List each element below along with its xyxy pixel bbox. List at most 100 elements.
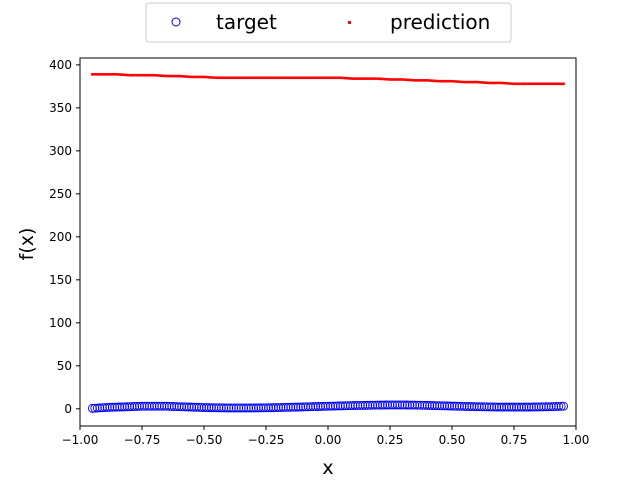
target-point xyxy=(276,403,286,412)
target-point xyxy=(117,402,127,412)
target-point xyxy=(316,401,326,411)
prediction-point xyxy=(282,76,285,80)
target-point xyxy=(435,401,445,411)
target-point xyxy=(340,401,350,411)
target-point xyxy=(459,401,469,411)
target-point xyxy=(360,400,370,410)
target-point xyxy=(335,401,345,411)
target-point xyxy=(464,402,474,411)
prediction-point xyxy=(212,76,216,79)
prediction-point xyxy=(120,73,124,76)
target-point xyxy=(509,402,519,412)
prediction-point xyxy=(160,74,164,78)
target-point xyxy=(402,400,412,410)
target-point xyxy=(440,401,450,411)
prediction-point xyxy=(438,79,441,83)
target-point xyxy=(350,401,360,410)
prediction-point xyxy=(510,82,513,85)
target-point xyxy=(422,400,432,410)
target-point xyxy=(375,400,385,410)
prediction-point xyxy=(430,79,434,82)
target-point xyxy=(140,401,149,411)
prediction-point xyxy=(252,76,255,80)
prediction-point xyxy=(93,73,97,76)
prediction-point xyxy=(254,76,258,80)
target-point xyxy=(405,400,415,410)
legend-target-marker xyxy=(171,17,181,27)
prediction-point xyxy=(537,82,541,86)
prediction-point xyxy=(170,74,174,78)
target-point xyxy=(100,403,110,412)
prediction-point xyxy=(210,76,213,79)
target-point xyxy=(410,400,420,410)
target-point xyxy=(135,401,144,411)
prediction-point xyxy=(215,76,218,80)
target-point xyxy=(288,402,298,412)
target-point xyxy=(519,402,529,412)
prediction-point xyxy=(383,77,387,81)
target-point xyxy=(526,402,536,412)
prediction-point xyxy=(542,82,546,86)
prediction-point xyxy=(500,81,503,85)
target-point xyxy=(338,401,348,411)
target-point xyxy=(177,402,187,412)
prediction-point xyxy=(158,74,161,77)
prediction-point xyxy=(150,73,154,77)
prediction-point xyxy=(101,73,104,76)
prediction-point xyxy=(440,79,444,83)
prediction-point xyxy=(220,76,223,80)
target-point xyxy=(216,403,226,413)
x-tick-label: 0.50 xyxy=(439,433,466,447)
prediction-point xyxy=(562,82,565,86)
target-point xyxy=(130,402,140,411)
prediction-point xyxy=(291,76,295,80)
target-point xyxy=(249,403,259,413)
prediction-point xyxy=(559,82,563,86)
prediction-point xyxy=(274,76,278,80)
prediction-point xyxy=(373,77,377,80)
target-point xyxy=(110,402,120,412)
target-point xyxy=(184,402,194,412)
target-point xyxy=(531,402,541,412)
target-point xyxy=(157,401,167,411)
prediction-point xyxy=(433,79,436,83)
prediction-point xyxy=(321,76,325,80)
prediction-point xyxy=(428,79,431,82)
target-point xyxy=(358,400,368,410)
target-point xyxy=(194,402,204,412)
prediction-point xyxy=(490,81,493,85)
target-point xyxy=(370,400,380,410)
target-point xyxy=(97,403,107,413)
prediction-point xyxy=(145,73,149,77)
prediction-point xyxy=(153,73,156,77)
target-point xyxy=(159,401,169,411)
target-point xyxy=(454,401,464,411)
prediction-point xyxy=(413,79,417,82)
target-point xyxy=(432,401,442,411)
target-point xyxy=(516,402,526,412)
target-point xyxy=(283,402,293,412)
target-point xyxy=(303,402,313,412)
target-point xyxy=(224,403,234,413)
prediction-point xyxy=(406,78,409,82)
y-tick-label: 0 xyxy=(64,402,72,416)
prediction-point xyxy=(420,79,424,82)
prediction-point xyxy=(148,73,151,77)
target-point xyxy=(400,400,410,410)
target-point xyxy=(239,403,249,413)
target-point xyxy=(452,401,462,411)
target-point xyxy=(521,402,531,412)
target-point xyxy=(378,400,388,410)
target-point xyxy=(397,400,407,410)
prediction-point xyxy=(353,77,357,80)
target-point xyxy=(221,403,231,413)
target-point xyxy=(380,400,390,410)
prediction-point xyxy=(227,76,231,80)
target-point xyxy=(204,403,214,413)
target-point xyxy=(442,401,452,411)
prediction-point xyxy=(108,73,112,76)
target-point xyxy=(293,402,303,412)
target-point xyxy=(301,402,311,412)
target-point xyxy=(182,402,192,412)
prediction-point xyxy=(202,75,206,79)
